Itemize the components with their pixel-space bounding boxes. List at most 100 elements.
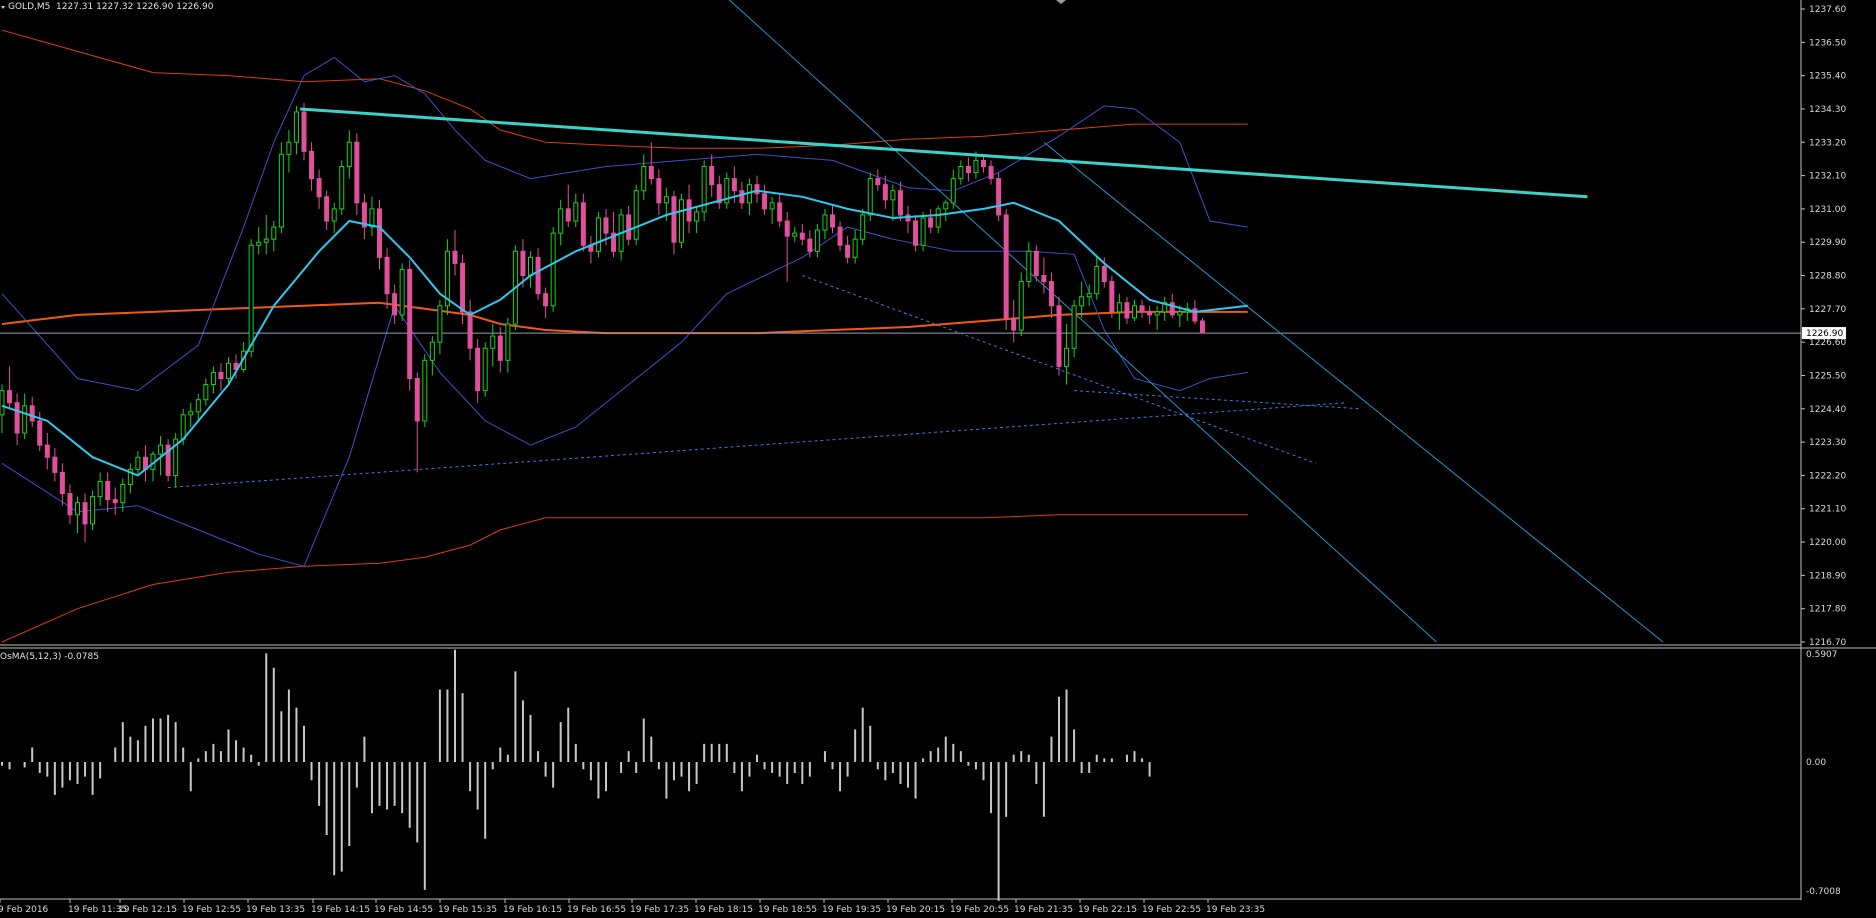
candle-bull[interactable] bbox=[573, 202, 579, 222]
candle-bear[interactable] bbox=[414, 378, 420, 422]
candle-bear[interactable] bbox=[928, 217, 934, 228]
candle-bear[interactable] bbox=[105, 480, 111, 501]
candle-bull[interactable] bbox=[22, 405, 28, 434]
candle-bear[interactable] bbox=[1056, 305, 1062, 367]
candle-bull[interactable] bbox=[195, 399, 201, 413]
candle-bear[interactable] bbox=[361, 202, 367, 228]
candle-bull[interactable] bbox=[339, 165, 345, 210]
candle-bear[interactable] bbox=[52, 456, 58, 473]
candle-bull[interactable] bbox=[943, 202, 949, 210]
candle-bear[interactable] bbox=[1048, 281, 1054, 307]
candle-bear[interactable] bbox=[686, 199, 692, 222]
candle-bear[interactable] bbox=[309, 150, 315, 180]
candle-bear[interactable] bbox=[384, 256, 390, 295]
candle-bear[interactable] bbox=[709, 165, 715, 186]
candle-bear[interactable] bbox=[837, 226, 843, 246]
candle-bull[interactable] bbox=[1177, 311, 1183, 316]
candle-bull[interactable] bbox=[663, 196, 669, 204]
candle-bull[interactable] bbox=[369, 208, 375, 228]
candle-bear[interactable] bbox=[754, 184, 760, 195]
candle-bull[interactable] bbox=[633, 190, 639, 240]
candle-bull[interactable] bbox=[792, 232, 798, 237]
channel-line[interactable] bbox=[606, 0, 1437, 643]
candle-bear[interactable] bbox=[739, 190, 745, 204]
candle-bull[interactable] bbox=[248, 244, 254, 352]
candle-bull[interactable] bbox=[210, 371, 216, 386]
candle-bear[interactable] bbox=[671, 196, 677, 243]
candle-bear[interactable] bbox=[1169, 302, 1175, 316]
candle-bear[interactable] bbox=[1041, 275, 1047, 283]
candle-bull[interactable] bbox=[1071, 305, 1077, 349]
candle-bull[interactable] bbox=[188, 411, 194, 416]
candle-bear[interactable] bbox=[301, 111, 307, 152]
candle-bear[interactable] bbox=[784, 220, 790, 237]
candle-bull[interactable] bbox=[852, 238, 858, 258]
candle-bull[interactable] bbox=[890, 190, 896, 201]
candle-bull[interactable] bbox=[860, 214, 866, 240]
candle-bull[interactable] bbox=[679, 199, 684, 243]
dotted-trend-line[interactable] bbox=[168, 402, 1346, 489]
candle-bull[interactable] bbox=[1154, 311, 1160, 316]
candle-bull[interactable] bbox=[958, 165, 964, 180]
channel-line[interactable] bbox=[1043, 141, 1664, 643]
candle-bull[interactable] bbox=[256, 241, 262, 246]
candle-bull[interactable] bbox=[701, 165, 707, 213]
candle-bear[interactable] bbox=[965, 165, 971, 174]
candle-bull[interactable] bbox=[437, 305, 443, 343]
trend-line[interactable] bbox=[300, 107, 1588, 199]
candle-bear[interactable] bbox=[603, 217, 609, 234]
osma-pane[interactable] bbox=[1, 649, 1151, 901]
candle-bear[interactable] bbox=[1101, 265, 1107, 283]
candle-bull[interactable] bbox=[814, 229, 820, 252]
candle-bull[interactable] bbox=[346, 141, 352, 167]
candle-bull[interactable] bbox=[278, 153, 284, 228]
candle-bull[interactable] bbox=[135, 456, 141, 470]
candle-bull[interactable] bbox=[422, 359, 428, 422]
candle-bear[interactable] bbox=[1003, 214, 1009, 319]
candle-bull[interactable] bbox=[1079, 296, 1085, 307]
candle-bull[interactable] bbox=[97, 480, 103, 498]
candle-bull[interactable] bbox=[1094, 265, 1100, 295]
candle-bull[interactable] bbox=[1086, 293, 1092, 298]
candle-bear[interactable] bbox=[1199, 320, 1205, 334]
candle-bear[interactable] bbox=[535, 256, 541, 295]
candle-bull[interactable] bbox=[444, 250, 450, 307]
candle-bull[interactable] bbox=[595, 217, 601, 252]
candle-bear[interactable] bbox=[82, 502, 88, 525]
candle-bear[interactable] bbox=[807, 238, 813, 252]
candle-bull[interactable] bbox=[263, 238, 269, 243]
dropdown-triangle-icon[interactable] bbox=[1, 6, 5, 9]
candle-bull[interactable] bbox=[90, 496, 96, 525]
candle-bear[interactable] bbox=[29, 405, 35, 422]
candle-bull[interactable] bbox=[180, 414, 186, 440]
candle-bull[interactable] bbox=[528, 256, 533, 277]
candle-bear[interactable] bbox=[731, 178, 737, 192]
candle-bear[interactable] bbox=[67, 493, 73, 516]
candle-bull[interactable] bbox=[950, 178, 956, 204]
candle-bear[interactable] bbox=[497, 335, 503, 361]
candle-bear[interactable] bbox=[648, 165, 654, 180]
candle-bear[interactable] bbox=[1139, 305, 1145, 313]
candle-bear[interactable] bbox=[913, 220, 919, 246]
candle-bull[interactable] bbox=[935, 208, 941, 228]
candle-bear[interactable] bbox=[716, 184, 722, 204]
candle-bull[interactable] bbox=[1064, 347, 1070, 367]
candle-bear[interactable] bbox=[7, 390, 13, 404]
candle-bull[interactable] bbox=[550, 232, 556, 307]
candle-bull[interactable] bbox=[286, 141, 292, 155]
candle-bear[interactable] bbox=[354, 141, 360, 204]
candle-bull[interactable] bbox=[822, 214, 828, 231]
candle-bear[interactable] bbox=[407, 268, 413, 380]
candle-bull[interactable] bbox=[482, 347, 488, 392]
candle-bear[interactable] bbox=[324, 196, 330, 222]
candle-bull[interactable] bbox=[158, 444, 164, 455]
candle-bear[interactable] bbox=[777, 202, 783, 222]
candle-bear[interactable] bbox=[452, 250, 458, 264]
candle-bear[interactable] bbox=[580, 202, 586, 246]
candle-bear[interactable] bbox=[897, 190, 903, 216]
candle-bear[interactable] bbox=[59, 471, 65, 495]
candle-bull[interactable] bbox=[75, 502, 80, 516]
candle-bear[interactable] bbox=[1192, 308, 1198, 322]
candle-bull[interactable] bbox=[769, 202, 775, 210]
